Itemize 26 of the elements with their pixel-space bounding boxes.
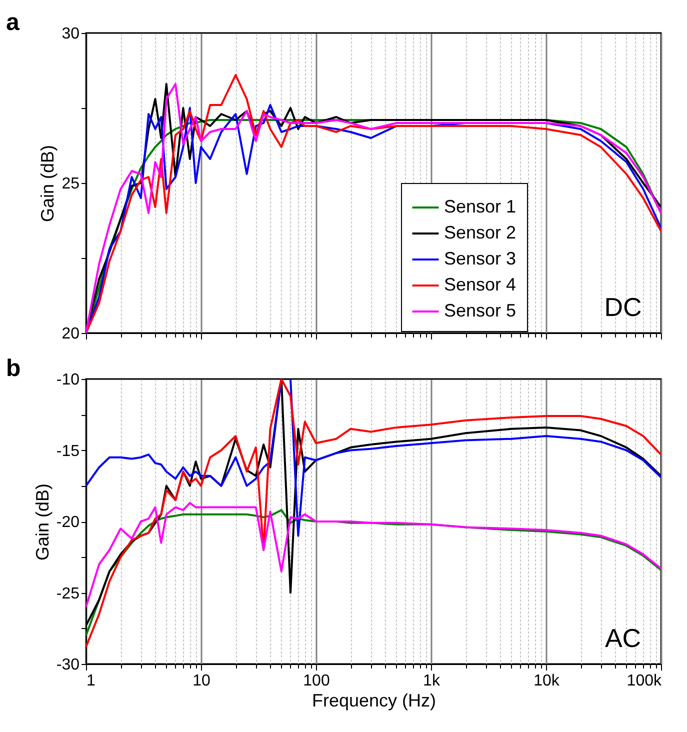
text: b — [6, 355, 21, 382]
x-axis-title: Frequency (Hz) — [312, 690, 436, 710]
y-tick-label: -20 — [56, 514, 80, 531]
x-tick-label: 10k — [534, 672, 560, 690]
x-tick-label: 1k — [423, 672, 441, 690]
y-tick-label: -15 — [56, 442, 80, 460]
x-tick-label: 1 — [86, 672, 96, 690]
annotation: AC — [604, 623, 642, 653]
y-tick-label: -30 — [56, 656, 80, 674]
x-tick-label: 10 — [192, 672, 210, 690]
y-tick-label: 30 — [62, 26, 80, 42]
legend-label: Sensor 3 — [444, 248, 516, 268]
y-axis-title: Gain (dB) — [32, 483, 52, 561]
text: a — [6, 9, 20, 36]
legend-label: Sensor 2 — [444, 222, 516, 242]
y-tick-label: -25 — [56, 585, 80, 602]
annotation: DC — [604, 292, 642, 322]
legend-label: Sensor 1 — [444, 196, 516, 216]
legend-label: Sensor 5 — [444, 300, 516, 320]
y-tick-label: 25 — [62, 176, 80, 192]
y-tick-label: 20 — [62, 326, 80, 342]
x-tick-label: 100 — [303, 672, 330, 690]
y-tick-label: -10 — [56, 372, 80, 388]
y-axis-title: Gain (dB) — [38, 144, 58, 222]
x-tick-label: 100k — [626, 672, 662, 690]
legend-label: Sensor 4 — [444, 274, 516, 294]
